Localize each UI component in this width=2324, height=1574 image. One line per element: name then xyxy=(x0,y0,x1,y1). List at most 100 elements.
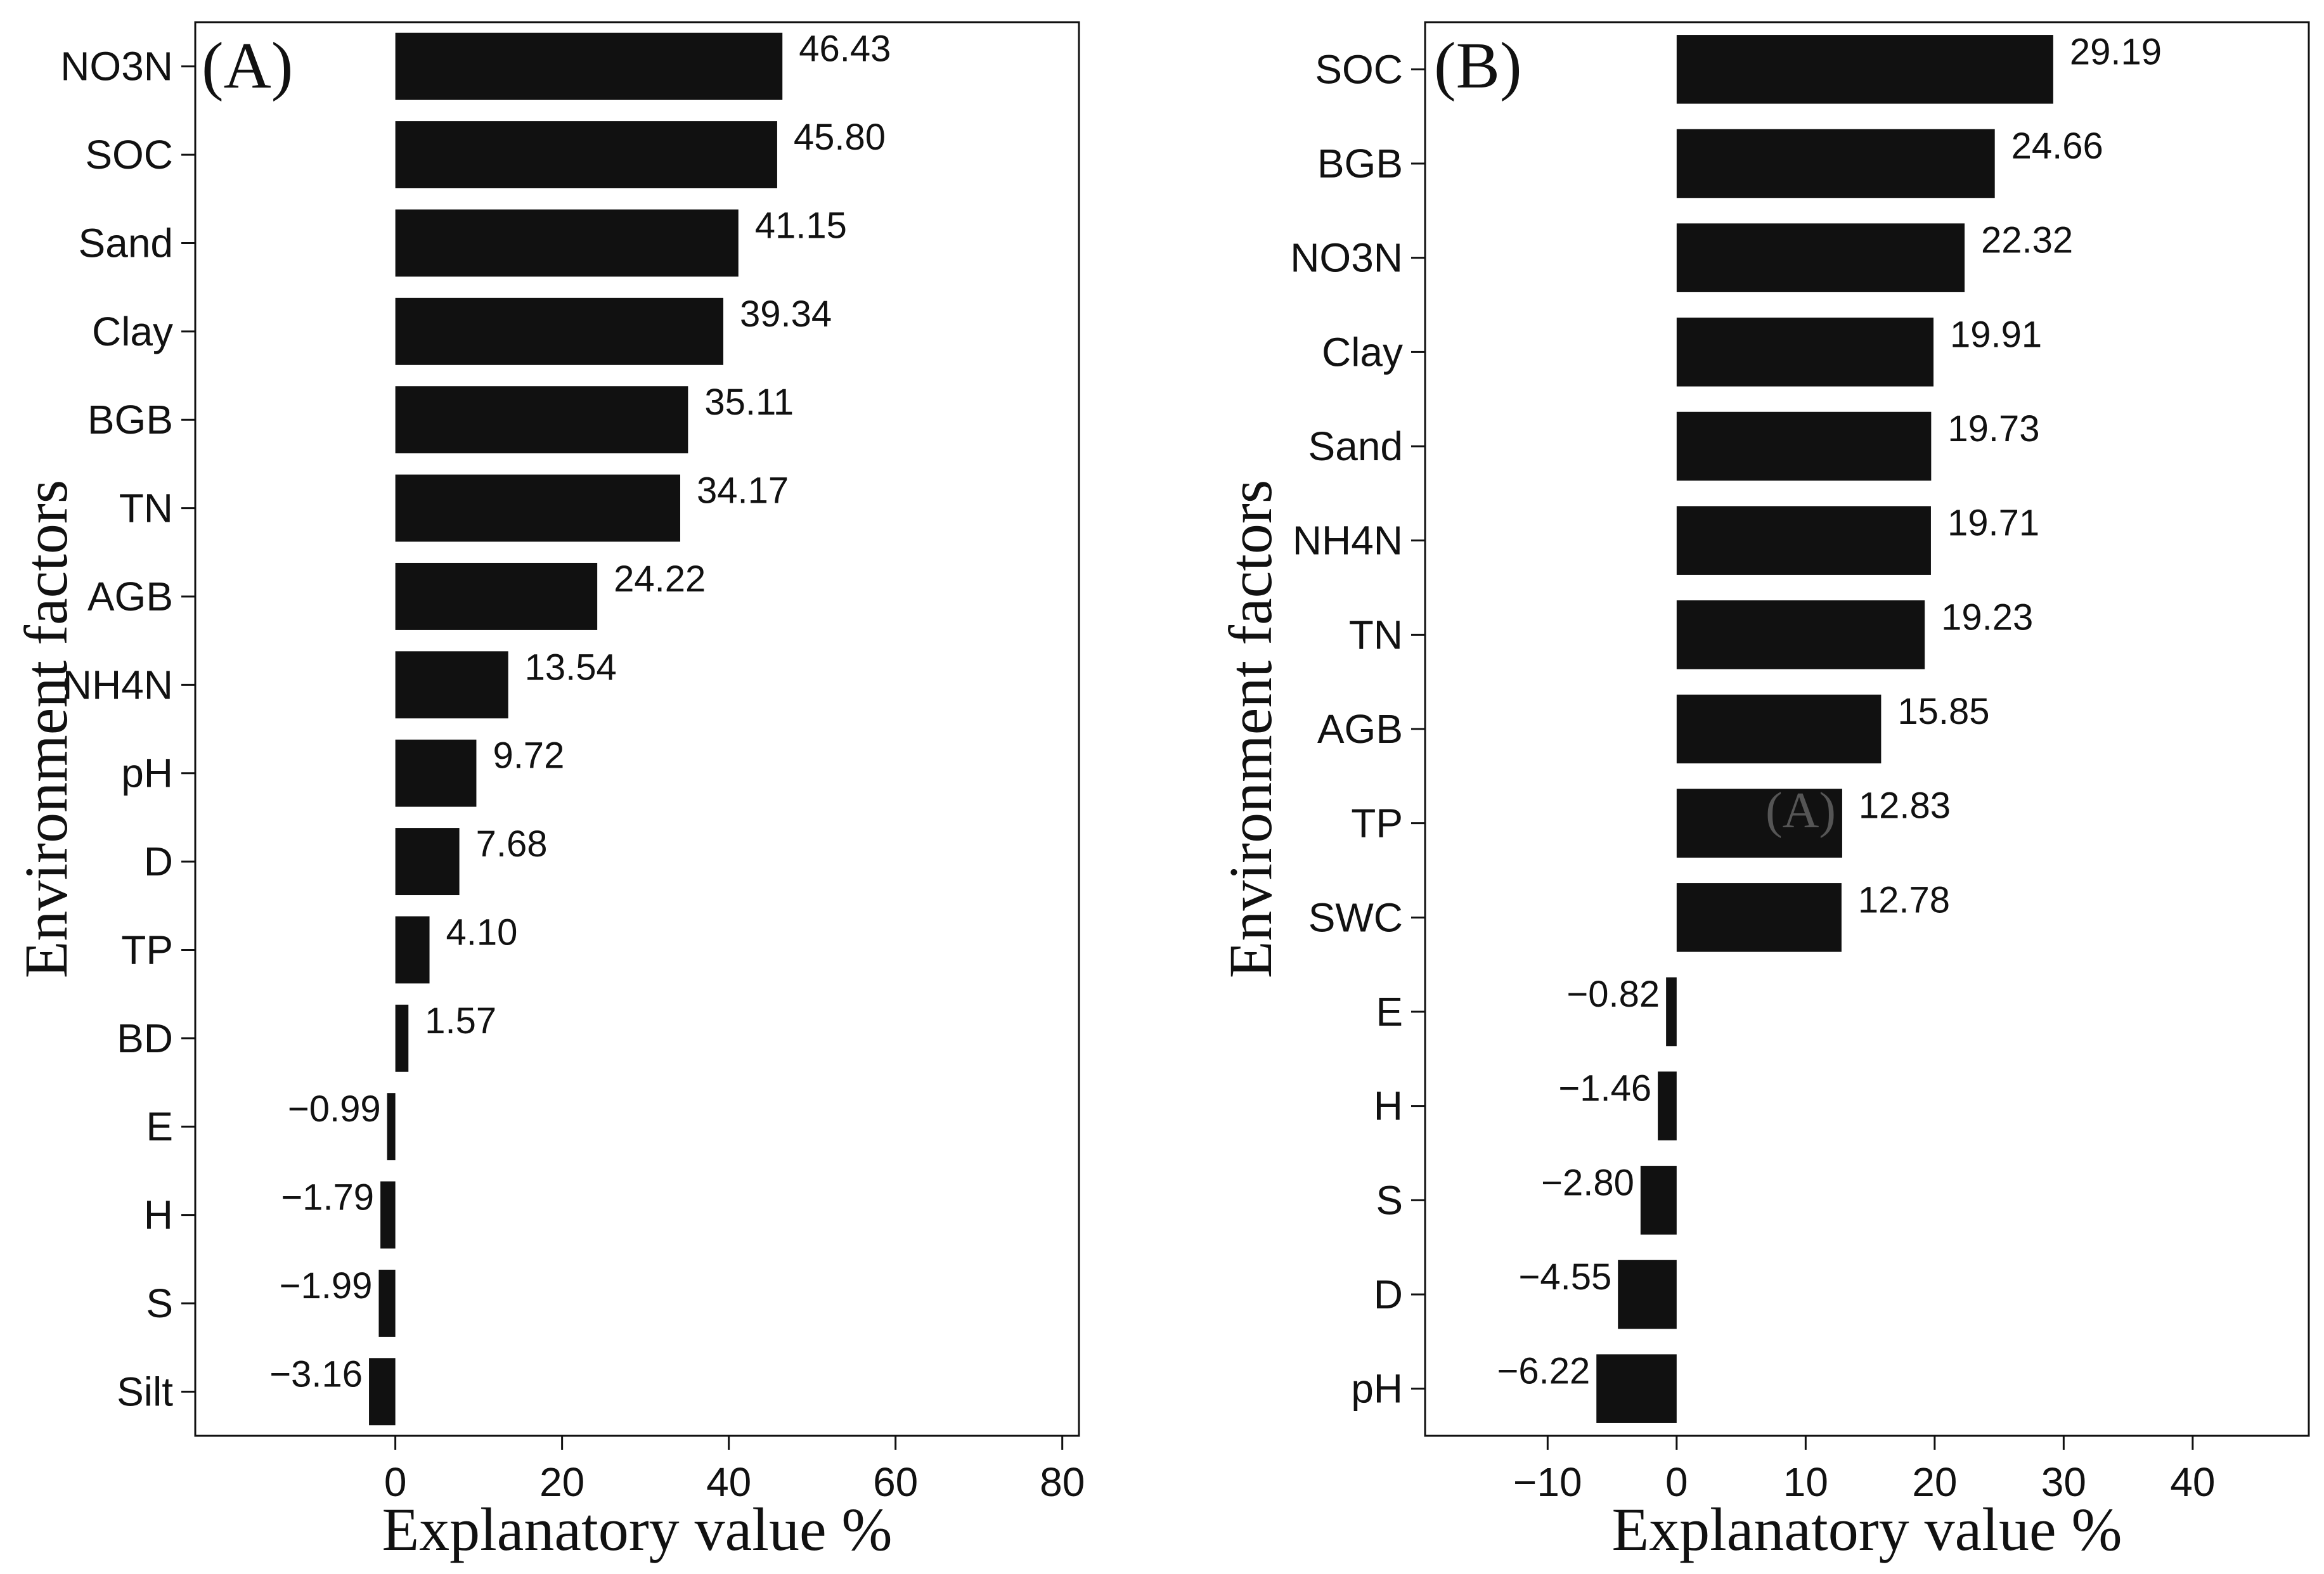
bar-bgb xyxy=(1676,129,1995,198)
bar-clay xyxy=(395,297,723,365)
bar-agb xyxy=(395,562,598,630)
x-tick-label: 40 xyxy=(706,1459,751,1505)
bar-e xyxy=(387,1093,396,1161)
bar-tp xyxy=(1676,789,1842,858)
data-label: 13.54 xyxy=(525,647,617,688)
panel-label: (A) xyxy=(202,29,293,102)
data-label: 19.71 xyxy=(1947,503,2039,544)
category-label: BGB xyxy=(87,397,173,442)
data-label: 46.43 xyxy=(799,29,891,70)
x-tick-label: 0 xyxy=(384,1459,407,1505)
bar-s xyxy=(1640,1166,1677,1235)
category-label: pH xyxy=(1351,1366,1403,1412)
category-label: TN xyxy=(119,486,173,531)
category-label: SOC xyxy=(1315,46,1403,92)
category-label: TN xyxy=(1349,612,1403,657)
data-label: −3.16 xyxy=(269,1353,363,1395)
category-label: Sand xyxy=(1308,423,1403,469)
bar-bgb xyxy=(395,386,688,454)
panel-label: (B) xyxy=(1434,29,1522,102)
category-label: BGB xyxy=(1317,141,1403,186)
data-label: 12.78 xyxy=(1858,879,1950,920)
bar-sand xyxy=(1676,411,1932,481)
bar-tn xyxy=(395,474,680,542)
data-label: −0.99 xyxy=(288,1088,381,1130)
category-label: BD xyxy=(117,1016,173,1061)
data-label: −1.79 xyxy=(281,1177,374,1218)
x-axis-title: Explanatory value % xyxy=(382,1495,892,1563)
data-label: 1.57 xyxy=(425,1000,496,1042)
category-label: Sand xyxy=(79,220,173,266)
x-tick-label: 30 xyxy=(2041,1459,2086,1505)
data-label: 34.17 xyxy=(697,470,789,512)
bar-d xyxy=(395,828,460,896)
category-label: TP xyxy=(1351,801,1403,846)
category-label: Silt xyxy=(117,1369,173,1414)
category-label: D xyxy=(144,839,173,884)
category-label: S xyxy=(1376,1177,1403,1223)
category-label: Clay xyxy=(92,309,173,354)
x-tick-label: 10 xyxy=(1783,1459,1828,1505)
data-label: 19.23 xyxy=(1941,597,2033,638)
data-label: 19.91 xyxy=(1950,314,2042,355)
category-label: E xyxy=(146,1104,173,1149)
bar-nh4n xyxy=(395,651,508,719)
data-label: 29.19 xyxy=(2070,31,2162,72)
bar-clay xyxy=(1676,318,1934,387)
data-label: −0.82 xyxy=(1566,974,1660,1015)
x-tick-label: 20 xyxy=(539,1459,584,1505)
bar-bd xyxy=(395,1004,409,1072)
panel-b: SOC 29.19 BGB 24.66 NO3N 22.32 Clay 19.91 Sand 19… xyxy=(1217,21,2310,1563)
bar-soc xyxy=(395,121,777,189)
category-label: SOC xyxy=(85,132,173,177)
stray-panel-label: (A) xyxy=(1766,783,1836,839)
bar-tn xyxy=(1676,600,1925,669)
data-label: −4.55 xyxy=(1518,1256,1611,1298)
category-label: S xyxy=(146,1280,173,1326)
category-label: AGB xyxy=(1317,706,1403,752)
data-label: −1.99 xyxy=(280,1265,373,1306)
bar-silt xyxy=(369,1358,396,1426)
bar-agb xyxy=(1676,694,1882,764)
bar-sand xyxy=(395,209,739,277)
y-axis-title: Environment factors xyxy=(12,480,80,978)
bar-tp xyxy=(395,916,430,984)
category-label: Clay xyxy=(1322,329,1403,375)
category-label: NH4N xyxy=(1293,518,1403,564)
bar-no3n xyxy=(395,32,783,100)
category-label: pH xyxy=(121,751,173,796)
bar-ph xyxy=(1596,1354,1677,1423)
bar-s xyxy=(378,1269,396,1337)
bar-nh4n xyxy=(1676,506,1931,575)
data-label: 45.80 xyxy=(794,117,886,158)
x-tick-label: 20 xyxy=(1912,1459,1957,1505)
category-label: AGB xyxy=(87,574,173,619)
bar-ph xyxy=(395,739,477,807)
data-label: 4.10 xyxy=(446,912,518,953)
bar-h xyxy=(1658,1071,1677,1140)
category-label: SWC xyxy=(1308,894,1403,940)
bar-e xyxy=(1666,977,1677,1047)
category-label: D xyxy=(1374,1272,1403,1317)
x-tick-label: 80 xyxy=(1040,1459,1085,1505)
data-label: 24.66 xyxy=(2011,126,2103,167)
data-label: −2.80 xyxy=(1541,1162,1634,1203)
data-label: 35.11 xyxy=(704,382,794,423)
panel-a: NO3N 46.43 SOC 45.80 Sand 41.15 Clay 39.34 BGB 35… xyxy=(12,21,1085,1563)
y-axis-title: Environment factors xyxy=(1217,480,1284,978)
x-tick-label: 60 xyxy=(873,1459,918,1505)
category-label: NH4N xyxy=(63,662,173,707)
data-label: 12.83 xyxy=(1859,785,1951,827)
plot-frame xyxy=(194,21,1080,1437)
bar-d xyxy=(1618,1260,1677,1329)
category-label: NO3N xyxy=(60,44,173,89)
x-axis-title: Explanatory value % xyxy=(1611,1495,2122,1563)
data-label: 7.68 xyxy=(476,823,548,865)
data-label: 39.34 xyxy=(740,294,832,335)
category-label: TP xyxy=(121,927,173,972)
bar-no3n xyxy=(1676,223,1965,292)
data-label: 22.32 xyxy=(1981,220,2073,261)
data-label: −6.22 xyxy=(1497,1351,1590,1392)
data-label: 24.22 xyxy=(614,558,706,600)
